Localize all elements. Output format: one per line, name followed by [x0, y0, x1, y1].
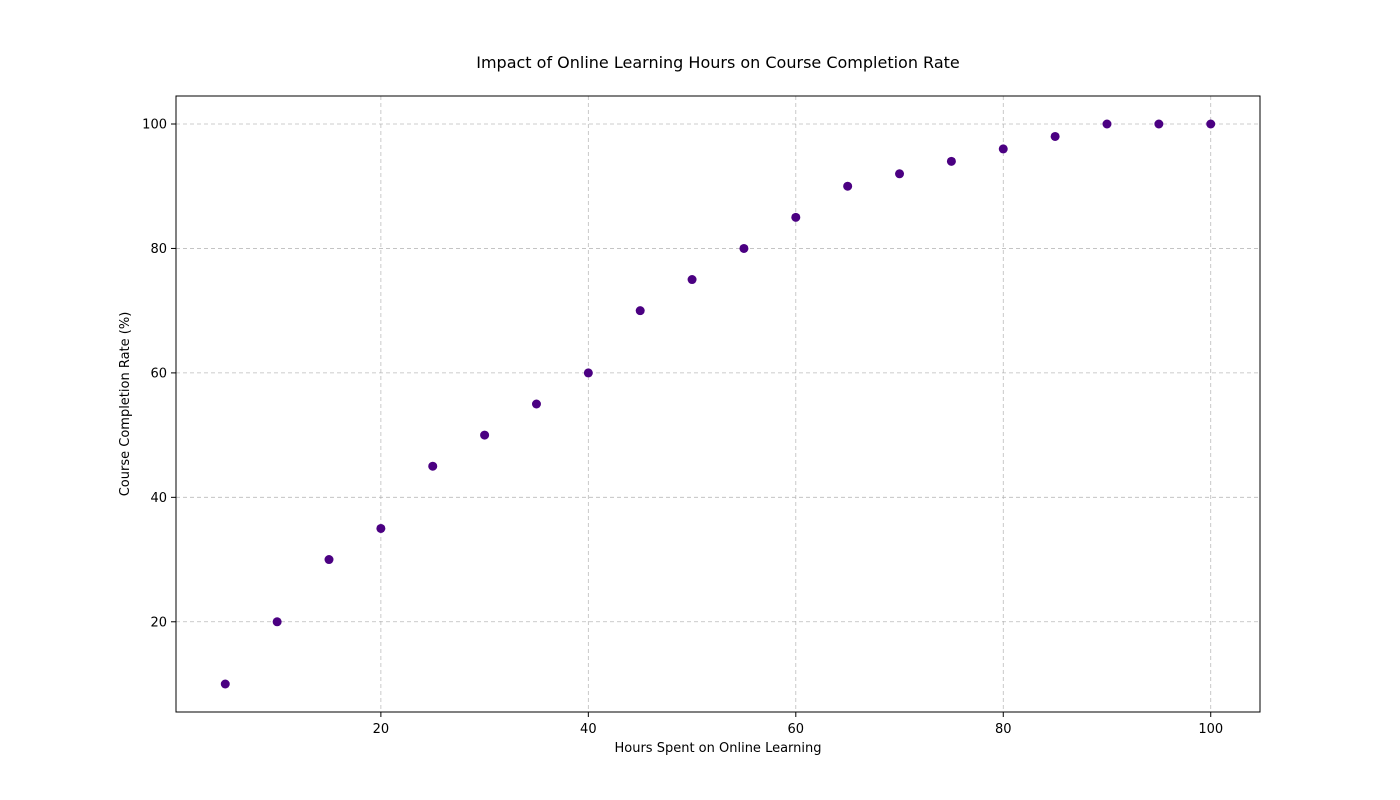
data-point — [946, 156, 956, 166]
data-point — [791, 212, 801, 222]
x-tick-label: 80 — [995, 722, 1012, 737]
data-point — [272, 617, 282, 627]
y-axis-ticks: 20 40 60 80 100 — [142, 118, 176, 630]
data-point — [220, 679, 230, 689]
y-tick-label: 100 — [142, 118, 167, 133]
y-tick-label: 20 — [150, 615, 167, 630]
data-point — [1102, 119, 1112, 129]
chart-title: Impact of Online Learning Hours on Cours… — [476, 53, 960, 72]
data-point — [531, 399, 541, 409]
data-point — [739, 243, 749, 253]
data-point — [428, 461, 438, 471]
y-tick-label: 40 — [150, 491, 167, 506]
x-tick-label: 100 — [1198, 722, 1223, 737]
plot-area-frame — [175, 95, 1261, 713]
data-point — [583, 368, 593, 378]
x-axis-label: Hours Spent on Online Learning — [614, 741, 821, 756]
data-point — [1154, 119, 1164, 129]
data-point — [843, 181, 853, 191]
data-point — [687, 275, 697, 285]
data-point — [480, 430, 490, 440]
x-tick-label: 60 — [788, 722, 805, 737]
x-axis-ticks: 20 40 60 80 100 — [373, 712, 1223, 737]
data-point — [376, 523, 386, 533]
data-point — [635, 306, 645, 316]
data-point — [895, 169, 905, 179]
data-points — [220, 119, 1216, 689]
data-point — [324, 555, 334, 565]
data-point — [998, 144, 1008, 154]
y-axis-label: Course Completion Rate (%) — [118, 312, 133, 497]
y-tick-label: 80 — [150, 242, 167, 257]
data-point — [1050, 131, 1060, 141]
x-tick-label: 20 — [373, 722, 390, 737]
data-point — [1206, 119, 1216, 129]
grid-layer — [176, 96, 1260, 712]
x-tick-label: 40 — [580, 722, 597, 737]
y-tick-label: 60 — [150, 366, 167, 381]
